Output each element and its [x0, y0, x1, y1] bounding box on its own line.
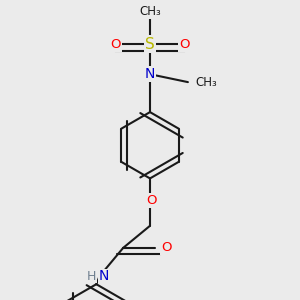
Text: CH₃: CH₃ — [139, 5, 161, 18]
Text: O: O — [179, 38, 190, 51]
Text: O: O — [161, 242, 172, 254]
Text: O: O — [110, 38, 121, 51]
Text: CH₃: CH₃ — [196, 76, 218, 88]
Text: O: O — [146, 194, 157, 207]
Text: N: N — [145, 67, 155, 81]
Text: H: H — [87, 270, 96, 283]
Text: N: N — [99, 269, 110, 283]
Text: S: S — [145, 37, 155, 52]
